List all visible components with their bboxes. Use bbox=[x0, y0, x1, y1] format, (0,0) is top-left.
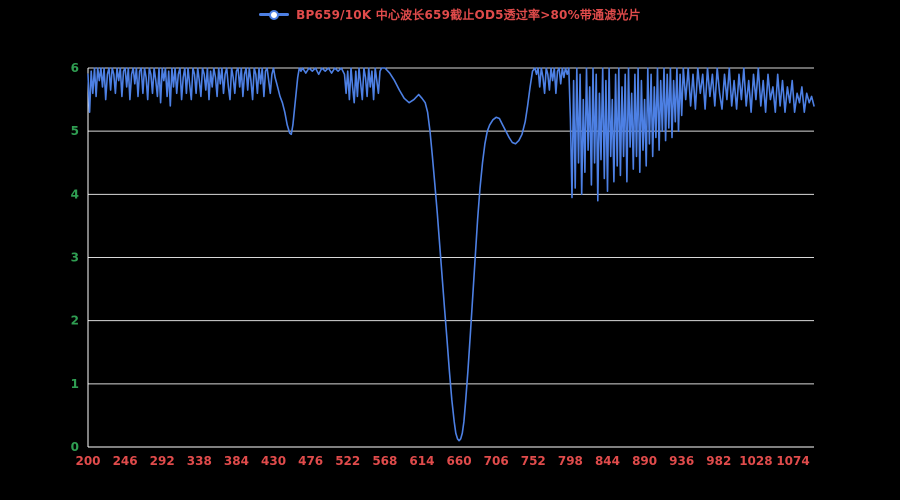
y-tick-label: 4 bbox=[71, 187, 79, 201]
x-tick-label: 246 bbox=[113, 454, 138, 468]
x-tick-label: 1074 bbox=[776, 454, 809, 468]
x-tick-label: 430 bbox=[261, 454, 286, 468]
y-tick-label: 6 bbox=[71, 61, 79, 75]
legend-dot-icon bbox=[269, 9, 280, 20]
y-tick-label: 5 bbox=[71, 124, 79, 138]
legend-line-marker bbox=[259, 9, 290, 20]
y-tick-label: 3 bbox=[71, 251, 79, 265]
x-tick-label: 798 bbox=[558, 454, 583, 468]
x-tick-label: 568 bbox=[372, 454, 397, 468]
x-tick-label: 936 bbox=[669, 454, 694, 468]
x-tick-label: 200 bbox=[75, 454, 100, 468]
y-tick-label: 2 bbox=[71, 314, 79, 328]
x-tick-label: 614 bbox=[409, 454, 434, 468]
x-tick-label: 752 bbox=[521, 454, 546, 468]
x-tick-label: 292 bbox=[150, 454, 175, 468]
legend[interactable]: BP659/10K 中心波长659截止OD5透过率>80%带通滤光片 bbox=[0, 6, 900, 23]
x-tick-label: 384 bbox=[224, 454, 249, 468]
y-tick-label: 1 bbox=[71, 377, 79, 391]
x-tick-label: 844 bbox=[595, 454, 620, 468]
x-tick-label: 1028 bbox=[739, 454, 772, 468]
legend-label: BP659/10K 中心波长659截止OD5透过率>80%带通滤光片 bbox=[296, 8, 641, 22]
x-tick-label: 890 bbox=[632, 454, 657, 468]
x-tick-label: 476 bbox=[298, 454, 323, 468]
x-tick-label: 982 bbox=[706, 454, 731, 468]
x-tick-label: 660 bbox=[447, 454, 472, 468]
x-tick-label: 522 bbox=[335, 454, 360, 468]
x-tick-label: 706 bbox=[484, 454, 509, 468]
x-tick-label: 338 bbox=[187, 454, 212, 468]
series-line bbox=[87, 67, 815, 442]
y-tick-label: 0 bbox=[71, 440, 79, 454]
